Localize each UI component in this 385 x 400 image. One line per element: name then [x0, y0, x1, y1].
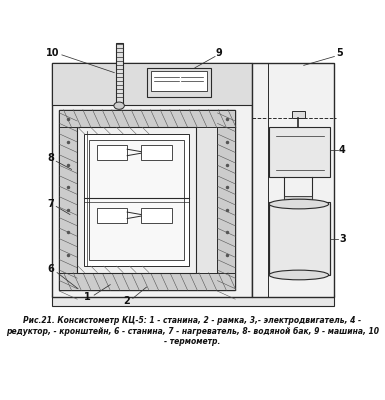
Bar	[147, 68, 211, 97]
Bar	[97, 145, 127, 160]
Bar	[269, 202, 330, 275]
Bar	[292, 111, 305, 118]
Text: 3: 3	[339, 234, 346, 244]
Bar	[151, 71, 207, 91]
Text: 5: 5	[336, 48, 343, 58]
Text: 7: 7	[47, 199, 54, 209]
Text: 10: 10	[45, 48, 59, 58]
Text: 8: 8	[47, 153, 54, 163]
Bar	[52, 63, 252, 105]
Bar	[59, 110, 235, 290]
Text: - термометр.: - термометр.	[164, 337, 221, 346]
Ellipse shape	[269, 199, 329, 209]
Bar	[52, 295, 334, 306]
Text: 6: 6	[47, 264, 54, 274]
Text: 2: 2	[123, 296, 130, 306]
Bar	[141, 145, 172, 160]
Bar	[59, 272, 235, 290]
Bar	[89, 140, 184, 260]
Bar	[141, 208, 172, 222]
Bar	[218, 110, 235, 290]
Bar	[252, 63, 334, 297]
Text: 4: 4	[339, 145, 346, 155]
Bar	[52, 63, 252, 297]
Bar	[97, 208, 127, 222]
Text: 1: 1	[84, 292, 91, 302]
Bar	[59, 110, 77, 290]
Bar	[59, 110, 235, 128]
Text: редуктор, - кронштейн, 6 - станина, 7 - нагреватель, 8- водяной бак, 9 - машина,: редуктор, - кронштейн, 6 - станина, 7 - …	[6, 326, 379, 336]
Ellipse shape	[114, 102, 124, 109]
Ellipse shape	[269, 270, 329, 280]
Bar	[116, 43, 123, 105]
Bar	[284, 196, 312, 202]
Bar	[84, 134, 189, 266]
Text: 9: 9	[216, 48, 223, 58]
Bar	[269, 128, 330, 178]
Text: Рис.21. Консистометр КЦ-5: 1 - станина, 2 - рамка, 3,- электродвигатель, 4 -: Рис.21. Консистометр КЦ-5: 1 - станина, …	[23, 316, 362, 325]
Bar	[77, 128, 196, 272]
